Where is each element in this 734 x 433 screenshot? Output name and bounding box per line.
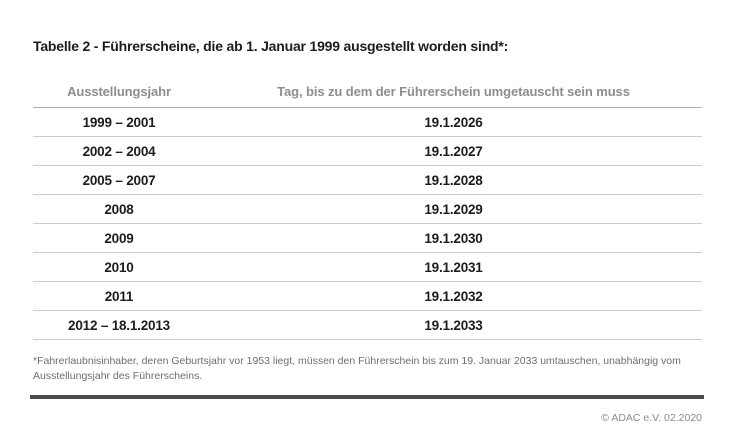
page-title: Tabelle 2 - Führerscheine, die ab 1. Jan… bbox=[33, 38, 509, 54]
table-row: 2011 19.1.2032 bbox=[33, 281, 702, 311]
cell-exchange-deadline: 19.1.2029 bbox=[205, 194, 702, 224]
column-header-exchange-deadline: Tag, bis zu dem der Führerschein umgetau… bbox=[205, 75, 702, 108]
footnote-text: *Fahrerlaubnisinhaber, deren Geburtsjahr… bbox=[33, 355, 681, 382]
cell-issue-year: 2008 bbox=[33, 194, 205, 224]
table-row: 2009 19.1.2030 bbox=[33, 223, 702, 253]
cell-exchange-deadline: 19.1.2027 bbox=[205, 136, 702, 166]
cell-issue-year: 2002 – 2004 bbox=[33, 136, 205, 166]
table-row: 2002 – 2004 19.1.2027 bbox=[33, 136, 702, 166]
document-content: Tabelle 2 - Führerscheine, die ab 1. Jan… bbox=[0, 38, 734, 424]
cell-issue-year: 1999 – 2001 bbox=[33, 107, 205, 137]
cell-issue-year: 2012 – 18.1.2013 bbox=[33, 310, 205, 340]
cell-exchange-deadline: 19.1.2031 bbox=[205, 252, 702, 282]
cell-issue-year: 2011 bbox=[33, 281, 205, 311]
copyright-text: © ADAC e.V. 02.2020 bbox=[601, 412, 702, 424]
table-row: 2005 – 2007 19.1.2028 bbox=[33, 165, 702, 195]
table-row: 2010 19.1.2031 bbox=[33, 252, 702, 282]
table-header: Ausstellungsjahr Tag, bis zu dem der Füh… bbox=[33, 75, 702, 108]
cell-exchange-deadline: 19.1.2028 bbox=[205, 165, 702, 195]
cell-issue-year: 2009 bbox=[33, 223, 205, 253]
cell-exchange-deadline: 19.1.2033 bbox=[205, 310, 702, 340]
table-row: 1999 – 2001 19.1.2026 bbox=[33, 107, 702, 137]
table-row: 2012 – 18.1.2013 19.1.2033 bbox=[33, 310, 702, 340]
cell-issue-year: 2005 – 2007 bbox=[33, 165, 205, 195]
column-header-issue-year: Ausstellungsjahr bbox=[33, 75, 205, 108]
table-header-row: Ausstellungsjahr Tag, bis zu dem der Füh… bbox=[33, 75, 702, 108]
cell-exchange-deadline: 19.1.2032 bbox=[205, 281, 702, 311]
table-row: 2008 19.1.2029 bbox=[33, 194, 702, 224]
cell-issue-year: 2010 bbox=[33, 252, 205, 282]
license-exchange-table: Ausstellungsjahr Tag, bis zu dem der Füh… bbox=[33, 75, 702, 340]
cell-exchange-deadline: 19.1.2030 bbox=[205, 223, 702, 253]
bottom-divider-bar bbox=[30, 395, 704, 399]
cell-exchange-deadline: 19.1.2026 bbox=[205, 107, 702, 137]
table-body: 1999 – 2001 19.1.2026 2002 – 2004 19.1.2027… bbox=[33, 107, 702, 340]
